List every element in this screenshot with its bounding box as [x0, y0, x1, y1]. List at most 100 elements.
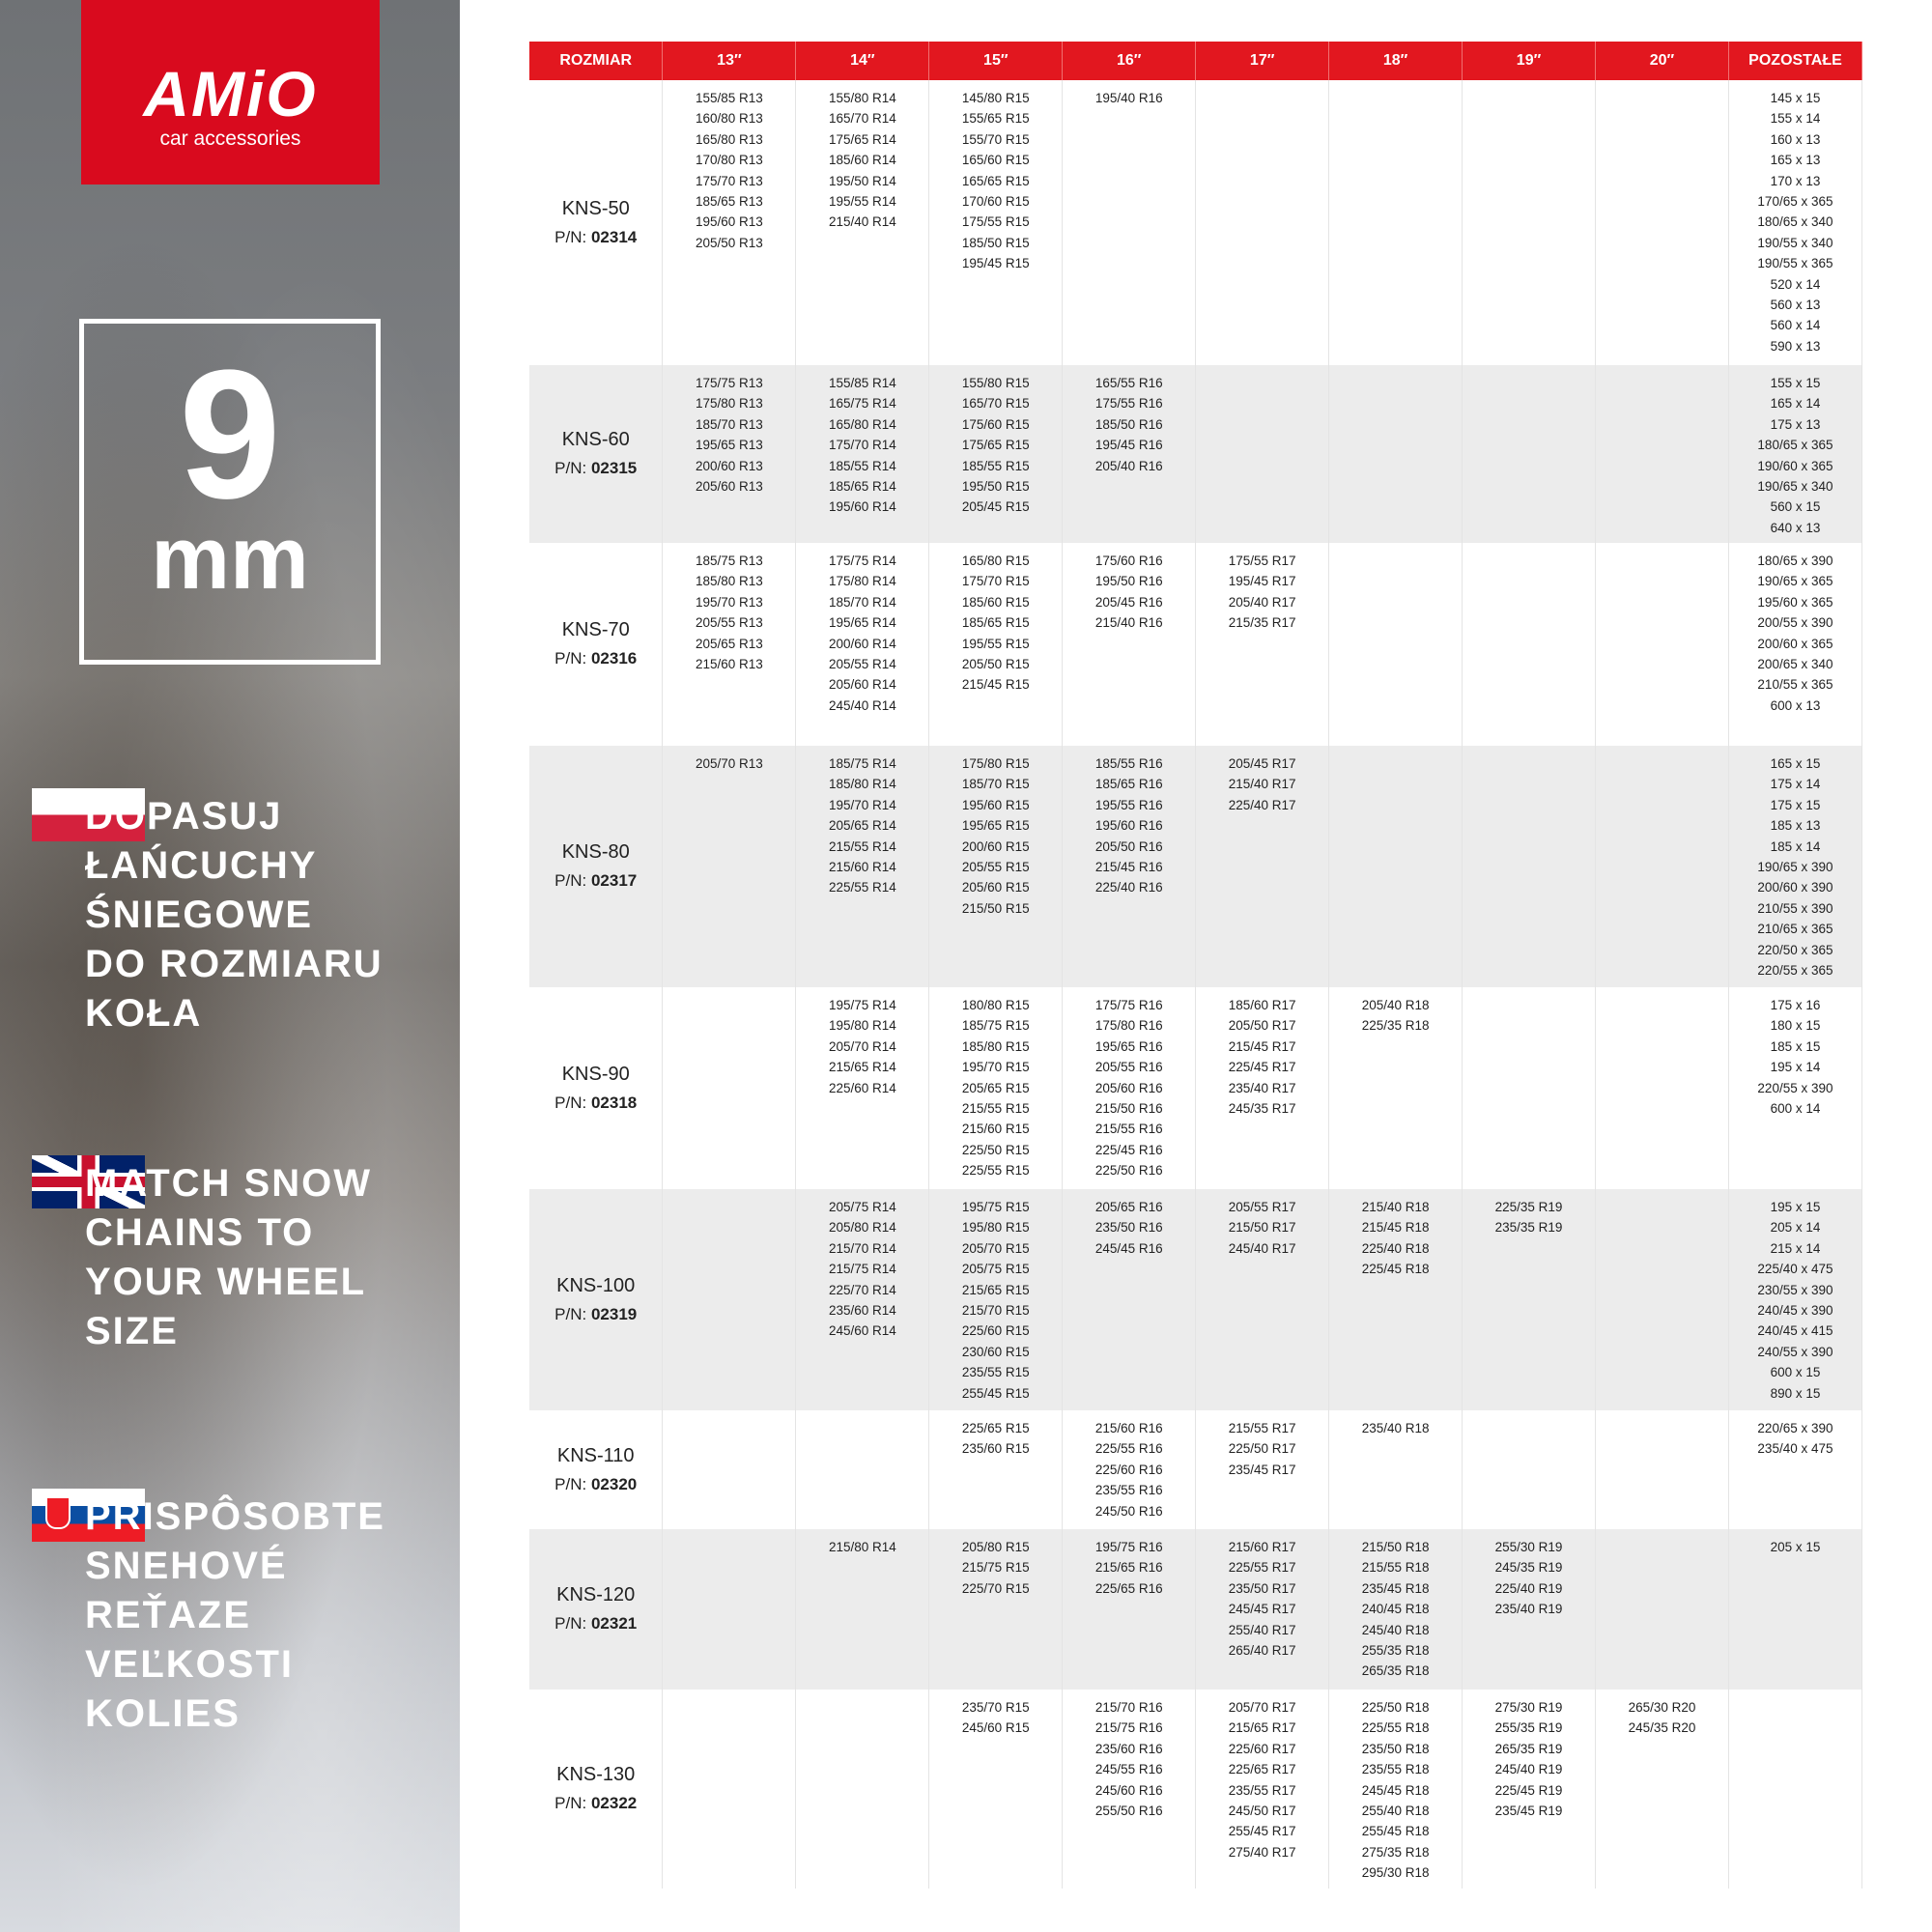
size-cell: 235/70 R15 245/60 R15	[928, 1690, 1064, 1889]
tire-size: 235/40 R19	[1494, 1602, 1563, 1617]
tire-size: 165 x 14	[1770, 396, 1821, 412]
size-cell: 225/35 R19 235/35 R19	[1462, 1189, 1596, 1410]
model-name: KNS-120	[556, 1584, 636, 1605]
pn-prefix: P/N:	[554, 1794, 587, 1812]
tire-size: 185/55 R16	[1094, 756, 1163, 771]
size-cell: 215/55 R17 225/50 R17 235/45 R17	[1195, 1410, 1330, 1529]
tire-size: 225/55 R17	[1228, 1560, 1296, 1576]
tire-size: 245/60 R15	[961, 1720, 1030, 1736]
tire-size: 190/55 x 340	[1757, 235, 1833, 250]
size-cell: 165 x 15 175 x 14 175 x 15 185 x 13 185 x 14…	[1728, 746, 1863, 987]
size-cell	[1195, 80, 1330, 365]
tire-size: 175/55 R15	[961, 214, 1030, 230]
size-chart-table: ROZMIAR 13″ 14″ 15″ 16″ 17″ 18″ 19″ 20″ POZOSTAŁE…	[529, 42, 1863, 1889]
tire-size: 520 x 14	[1770, 276, 1821, 292]
tire-size: 225/70 R14	[828, 1282, 896, 1297]
tire-size: 205/40 R18	[1361, 998, 1430, 1012]
tire-size: 195/55 R14	[828, 194, 896, 210]
uk-flag-icon	[32, 1155, 145, 1208]
tire-size: 200/60 x 365	[1757, 636, 1833, 651]
tire-size: 225/35 R18	[1361, 1018, 1430, 1034]
tire-size: 195/50 R16	[1094, 574, 1163, 589]
pn-prefix: P/N:	[554, 871, 587, 890]
tire-size: 165 x 15	[1770, 756, 1821, 771]
tire-size: 240/45 x 415	[1757, 1323, 1833, 1339]
tire-size: 225/50 R18	[1361, 1700, 1430, 1715]
tire-size: 180/65 x 365	[1757, 438, 1833, 453]
tire-size: 200/60 R13	[696, 458, 763, 473]
tire-size: 175/80 R14	[828, 574, 896, 589]
tire-size: 245/45 R16	[1094, 1240, 1163, 1256]
tire-size: 225/40 x 475	[1757, 1262, 1833, 1277]
size-cell: 205/55 R17 215/50 R17 245/40 R17	[1195, 1189, 1330, 1410]
table-row: KNS-50 P/N: 02314 155/85 R13 160/80 R13 165…	[529, 80, 1863, 365]
size-cell: 235/40 R18	[1328, 1410, 1463, 1529]
pn-value: 02318	[590, 1093, 638, 1112]
tire-size: 255/45 R17	[1228, 1824, 1296, 1839]
size-cell: 205/75 R14 205/80 R14 215/70 R14 215/75 R14…	[795, 1189, 930, 1410]
tire-size: 205/50 R13	[696, 235, 763, 250]
size-cell	[662, 987, 797, 1189]
tire-size: 210/65 x 365	[1757, 922, 1833, 937]
tire-size: 255/40 R17	[1228, 1622, 1296, 1637]
tire-size: 175/55 R17	[1228, 554, 1296, 568]
tire-size: 215/60 R16	[1094, 1421, 1163, 1435]
tire-size: 235/35 R19	[1494, 1220, 1563, 1236]
tire-size: 205/55 R13	[696, 615, 763, 631]
tire-size: 235/55 R15	[961, 1365, 1030, 1380]
tire-size: 185 x 14	[1770, 838, 1821, 854]
tire-size: 225/40 R16	[1094, 880, 1163, 895]
tire-size: 165/75 R14	[828, 396, 896, 412]
tire-size: 170/80 R13	[696, 153, 763, 168]
model-name: KNS-100	[556, 1274, 636, 1296]
tire-size: 275/30 R19	[1494, 1700, 1563, 1715]
tire-size: 185/55 R15	[961, 458, 1030, 473]
tire-size: 215/60 R17	[1228, 1540, 1296, 1554]
tire-size: 205/60 R14	[828, 677, 896, 693]
size-cell: 195/75 R15 195/80 R15 205/70 R15 205/75 R15…	[928, 1189, 1064, 1410]
tire-size: 175/65 R14	[828, 131, 896, 147]
size-cell	[1595, 1529, 1729, 1690]
tire-size: 255/45 R18	[1361, 1824, 1430, 1839]
tire-size: 175/80 R15	[961, 756, 1030, 771]
tire-size: 170/65 x 365	[1757, 194, 1833, 210]
model-name: KNS-130	[556, 1764, 636, 1785]
tire-size: 215/70 R16	[1094, 1700, 1163, 1715]
tire-size: 245/50 R16	[1094, 1503, 1163, 1519]
tire-size: 235/40 x 475	[1757, 1441, 1833, 1457]
tire-size: 225/50 R15	[961, 1142, 1030, 1157]
tire-size: 205/55 R16	[1094, 1060, 1163, 1075]
pn-prefix: P/N:	[554, 459, 587, 477]
size-cell	[1328, 365, 1463, 543]
tire-size: 205/60 R15	[961, 880, 1030, 895]
tire-size: 205/50 R16	[1094, 838, 1163, 854]
size-cell: 185/75 R14 185/80 R14 195/70 R14 205/65 R14…	[795, 746, 930, 987]
tire-size: 215/75 R15	[961, 1560, 1030, 1576]
column-header: POZOSTAŁE	[1728, 42, 1863, 80]
model-cell: KNS-120 P/N: 02321	[529, 1529, 664, 1690]
pn-prefix: P/N:	[554, 1614, 587, 1633]
part-number: P/N: 02319	[529, 1300, 662, 1329]
slogan-line: DOPASUJ	[85, 795, 283, 838]
size-cell	[795, 1690, 930, 1889]
pn-value: 02320	[590, 1474, 638, 1493]
slogan-english: MATCH SNOW CHAINS TO YOUR WHEEL SIZE	[85, 1159, 452, 1356]
tire-size: 225/65 R15	[961, 1421, 1030, 1435]
tire-size: 195/65 R16	[1094, 1038, 1163, 1054]
pn-prefix: P/N:	[554, 1304, 587, 1323]
tire-size: 205/40 R17	[1228, 594, 1296, 610]
tire-size: 195/65 R15	[961, 818, 1030, 834]
size-cell: 215/50 R18 215/55 R18 235/45 R18 240/45 R18…	[1328, 1529, 1463, 1690]
tire-size: 195/70 R13	[696, 594, 763, 610]
tire-size: 220/65 x 390	[1757, 1421, 1833, 1435]
tire-size: 205/80 R14	[828, 1220, 896, 1236]
size-cell: 185/55 R16 185/65 R16 195/55 R16 195/60 R16…	[1062, 746, 1197, 987]
slogan-line: REŤAZE	[85, 1594, 251, 1636]
tire-size: 195/75 R14	[828, 998, 896, 1012]
tire-size: 195/45 R17	[1228, 574, 1296, 589]
tire-size: 190/55 x 365	[1757, 256, 1833, 271]
table-row: KNS-90 P/N: 02318 195/75 R14 195/80 R14 205…	[529, 987, 1863, 1189]
tire-size: 210/55 x 390	[1757, 900, 1833, 916]
size-cell: 205/65 R16 235/50 R16 245/45 R16	[1062, 1189, 1197, 1410]
size-cell: 195/75 R14 195/80 R14 205/70 R14 215/65 R14…	[795, 987, 930, 1189]
